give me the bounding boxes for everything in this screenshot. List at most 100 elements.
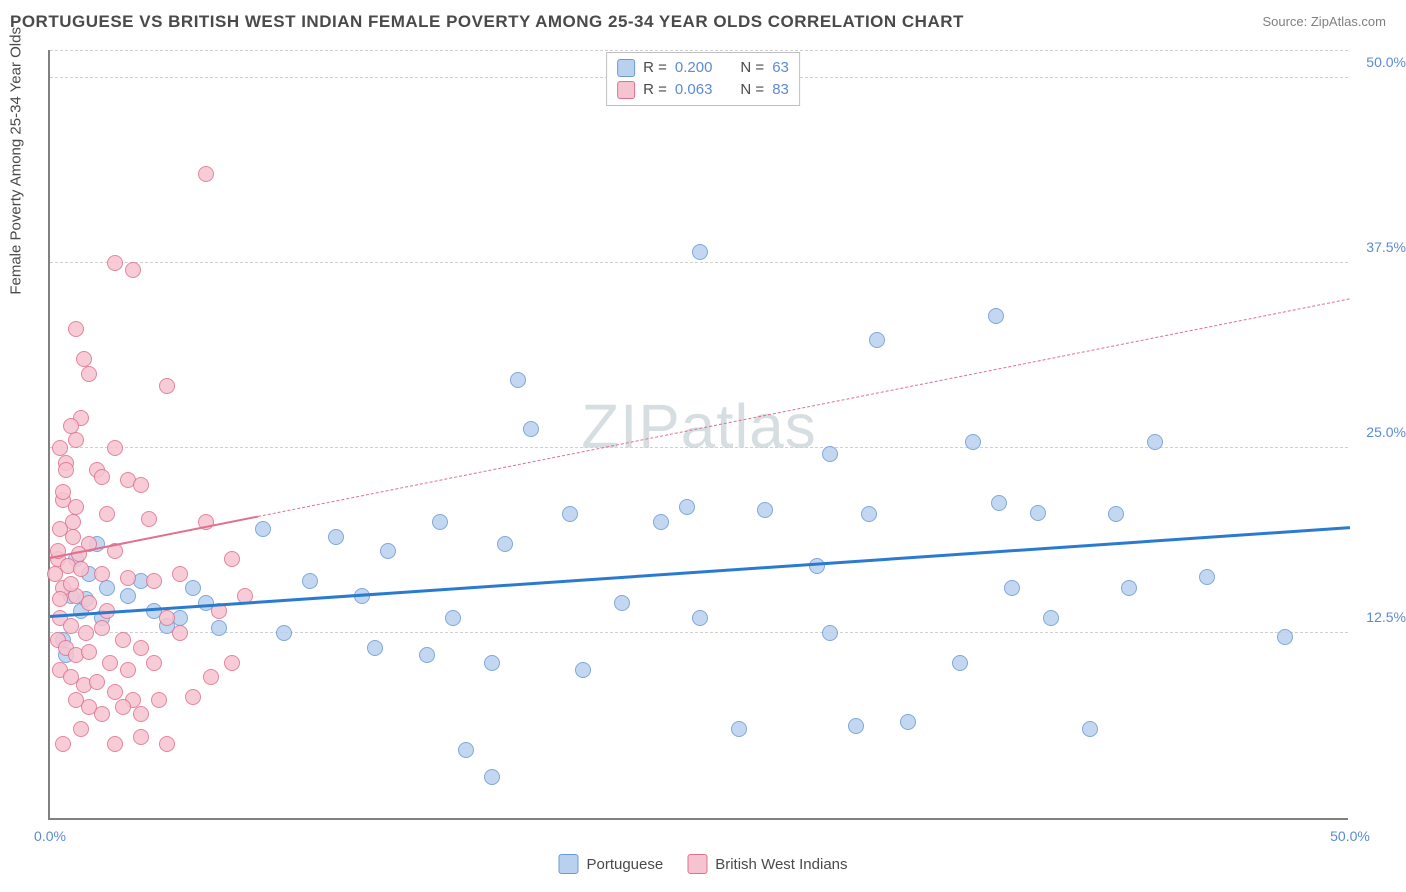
legend-swatch-portuguese <box>617 59 635 77</box>
data-point <box>68 499 84 515</box>
data-point <box>198 166 214 182</box>
data-point <box>692 244 708 260</box>
data-point <box>484 769 500 785</box>
data-point <box>185 689 201 705</box>
n-label: N = <box>740 57 764 79</box>
data-point <box>133 729 149 745</box>
data-point <box>146 573 162 589</box>
data-point <box>133 706 149 722</box>
data-point <box>484 655 500 671</box>
legend-label: Portuguese <box>586 856 663 873</box>
y-tick-label: 12.5% <box>1366 609 1406 625</box>
data-point <box>1147 434 1163 450</box>
data-point <box>510 372 526 388</box>
data-point <box>120 588 136 604</box>
r-label: R = <box>643 79 667 101</box>
data-point <box>159 736 175 752</box>
data-point <box>458 742 474 758</box>
r-label: R = <box>643 57 667 79</box>
data-point <box>822 625 838 641</box>
data-point <box>965 434 981 450</box>
legend-label: British West Indians <box>715 856 847 873</box>
plot-area: ZIPatlas 12.5%25.0%37.5%50.0%0.0%50.0% <box>48 50 1348 820</box>
data-point <box>562 506 578 522</box>
data-point <box>68 432 84 448</box>
data-point <box>55 736 71 752</box>
data-point <box>380 543 396 559</box>
y-axis-title: Female Poverty Among 25-34 Year Olds <box>8 27 25 295</box>
legend-swatch-british <box>687 854 707 874</box>
data-point <box>159 378 175 394</box>
data-point <box>367 640 383 656</box>
data-point <box>99 580 115 596</box>
data-point <box>328 529 344 545</box>
data-point <box>276 625 292 641</box>
data-point <box>869 332 885 348</box>
data-point <box>900 714 916 730</box>
data-point <box>107 440 123 456</box>
data-point <box>224 551 240 567</box>
data-point <box>1082 721 1098 737</box>
data-point <box>65 529 81 545</box>
data-point <box>107 255 123 271</box>
data-point <box>133 640 149 656</box>
x-tick-label: 50.0% <box>1330 828 1370 844</box>
data-point <box>692 610 708 626</box>
data-point <box>107 736 123 752</box>
data-point <box>1004 580 1020 596</box>
data-point <box>78 625 94 641</box>
data-point <box>94 620 110 636</box>
data-point <box>52 440 68 456</box>
gridline <box>50 262 1348 263</box>
data-point <box>89 674 105 690</box>
data-point <box>861 506 877 522</box>
data-point <box>172 625 188 641</box>
legend-item-british: British West Indians <box>687 854 847 874</box>
y-tick-label: 25.0% <box>1366 424 1406 440</box>
data-point <box>679 499 695 515</box>
data-point <box>63 618 79 634</box>
data-point <box>81 595 97 611</box>
data-point <box>120 570 136 586</box>
data-point <box>988 308 1004 324</box>
n-value: 63 <box>772 57 789 79</box>
data-point <box>151 692 167 708</box>
data-point <box>63 576 79 592</box>
x-tick-label: 0.0% <box>34 828 66 844</box>
data-point <box>55 484 71 500</box>
legend-swatch-british <box>617 81 635 99</box>
source-label: Source: <box>1262 14 1310 29</box>
data-point <box>822 446 838 462</box>
data-point <box>146 655 162 671</box>
data-point <box>952 655 968 671</box>
data-point <box>52 591 68 607</box>
trend-line <box>50 526 1350 618</box>
gridline <box>50 632 1348 633</box>
data-point <box>81 366 97 382</box>
legend-swatch-portuguese <box>558 854 578 874</box>
data-point <box>614 595 630 611</box>
data-point <box>1108 506 1124 522</box>
data-point <box>809 558 825 574</box>
data-point <box>58 462 74 478</box>
correlation-legend: R = 0.200 N = 63 R = 0.063 N = 83 <box>606 52 800 106</box>
data-point <box>115 632 131 648</box>
data-point <box>68 321 84 337</box>
data-point <box>653 514 669 530</box>
data-point <box>141 511 157 527</box>
series-legend: Portuguese British West Indians <box>558 854 847 874</box>
data-point <box>224 655 240 671</box>
data-point <box>757 502 773 518</box>
data-point <box>185 580 201 596</box>
correlation-chart: PORTUGUESE VS BRITISH WEST INDIAN FEMALE… <box>0 0 1406 892</box>
data-point <box>159 610 175 626</box>
data-point <box>255 521 271 537</box>
data-point <box>125 262 141 278</box>
legend-row-portuguese: R = 0.200 N = 63 <box>617 57 789 79</box>
y-tick-label: 37.5% <box>1366 239 1406 255</box>
data-point <box>94 469 110 485</box>
data-point <box>419 647 435 663</box>
data-point <box>94 566 110 582</box>
data-point <box>1121 580 1137 596</box>
data-point <box>432 514 448 530</box>
